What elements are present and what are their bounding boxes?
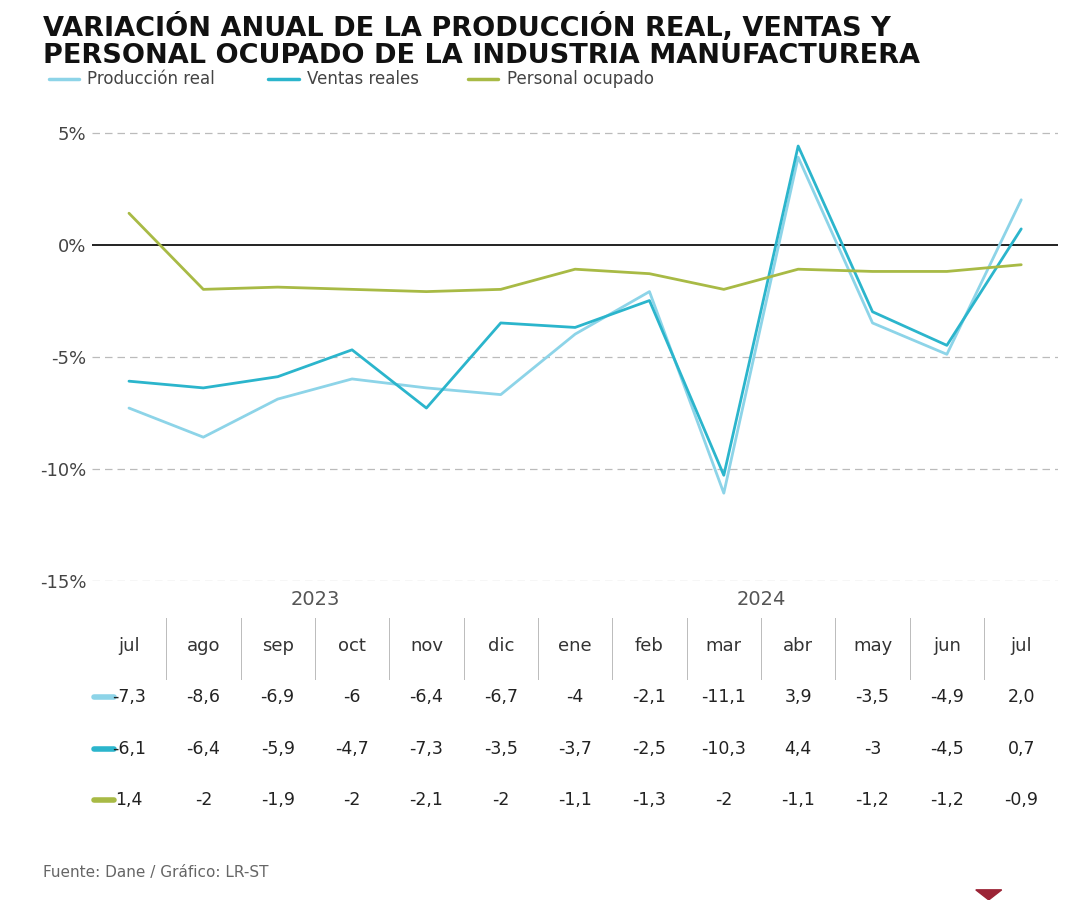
Text: -0,9: -0,9 <box>1004 791 1038 809</box>
Text: -10,3: -10,3 <box>701 740 746 758</box>
Text: feb: feb <box>635 637 664 655</box>
Text: 0,7: 0,7 <box>1008 740 1035 758</box>
Text: -4,7: -4,7 <box>335 740 369 758</box>
Text: -11,1: -11,1 <box>701 688 746 706</box>
Text: -1,2: -1,2 <box>855 791 890 809</box>
Text: sep: sep <box>261 637 294 655</box>
Text: -3,5: -3,5 <box>855 688 890 706</box>
Text: 3,9: 3,9 <box>784 688 812 706</box>
Text: Ventas reales: Ventas reales <box>308 70 419 88</box>
Text: nov: nov <box>410 637 443 655</box>
Text: 2,0: 2,0 <box>1008 688 1035 706</box>
Text: 2024: 2024 <box>737 590 785 608</box>
Text: LR: LR <box>969 840 1009 868</box>
Text: -1,9: -1,9 <box>260 791 295 809</box>
Text: 1,4: 1,4 <box>116 791 143 809</box>
Text: -6,1: -6,1 <box>112 740 146 758</box>
Text: -1,1: -1,1 <box>781 791 815 809</box>
Text: dic: dic <box>487 637 514 655</box>
Text: -2: -2 <box>715 791 732 809</box>
Text: -4,9: -4,9 <box>930 688 963 706</box>
Text: -1,2: -1,2 <box>930 791 963 809</box>
Text: jun: jun <box>933 637 961 655</box>
Text: -2: -2 <box>194 791 212 809</box>
Text: -6,9: -6,9 <box>260 688 295 706</box>
Text: abr: abr <box>783 637 813 655</box>
Text: PERSONAL OCUPADO DE LA INDUSTRIA MANUFACTURERA: PERSONAL OCUPADO DE LA INDUSTRIA MANUFAC… <box>43 43 920 69</box>
Text: -6,4: -6,4 <box>187 740 220 758</box>
Text: 4,4: 4,4 <box>784 740 812 758</box>
Text: mar: mar <box>705 637 742 655</box>
Text: -4,5: -4,5 <box>930 740 963 758</box>
Text: ago: ago <box>187 637 220 655</box>
Text: -2,1: -2,1 <box>633 688 666 706</box>
Text: jul: jul <box>1011 637 1032 655</box>
Text: -6: -6 <box>343 688 361 706</box>
Text: may: may <box>853 637 892 655</box>
Text: -2,1: -2,1 <box>409 791 443 809</box>
Text: -7,3: -7,3 <box>112 688 146 706</box>
Text: Fuente: Dane / Gráfico: LR-ST: Fuente: Dane / Gráfico: LR-ST <box>43 865 269 880</box>
Text: -3,5: -3,5 <box>484 740 517 758</box>
Text: -3,7: -3,7 <box>558 740 592 758</box>
Text: -3: -3 <box>864 740 881 758</box>
Text: jul: jul <box>118 637 139 655</box>
Text: -2: -2 <box>343 791 361 809</box>
Text: -8,6: -8,6 <box>187 688 220 706</box>
Text: -6,4: -6,4 <box>409 688 443 706</box>
Text: -2,5: -2,5 <box>633 740 666 758</box>
Text: ene: ene <box>558 637 592 655</box>
Text: -7,3: -7,3 <box>409 740 443 758</box>
Text: -5,9: -5,9 <box>260 740 295 758</box>
Text: -2: -2 <box>492 791 510 809</box>
Text: oct: oct <box>338 637 366 655</box>
Text: Producción real: Producción real <box>87 70 215 88</box>
Text: -6,7: -6,7 <box>484 688 517 706</box>
Text: 2023: 2023 <box>291 590 339 608</box>
Text: -1,1: -1,1 <box>558 791 592 809</box>
Text: Personal ocupado: Personal ocupado <box>507 70 653 88</box>
Text: VARIACIÓN ANUAL DE LA PRODUCCIÓN REAL, VENTAS Y: VARIACIÓN ANUAL DE LA PRODUCCIÓN REAL, V… <box>43 14 891 42</box>
Text: -4: -4 <box>567 688 583 706</box>
Text: -1,3: -1,3 <box>633 791 666 809</box>
FancyArrow shape <box>976 890 1002 900</box>
